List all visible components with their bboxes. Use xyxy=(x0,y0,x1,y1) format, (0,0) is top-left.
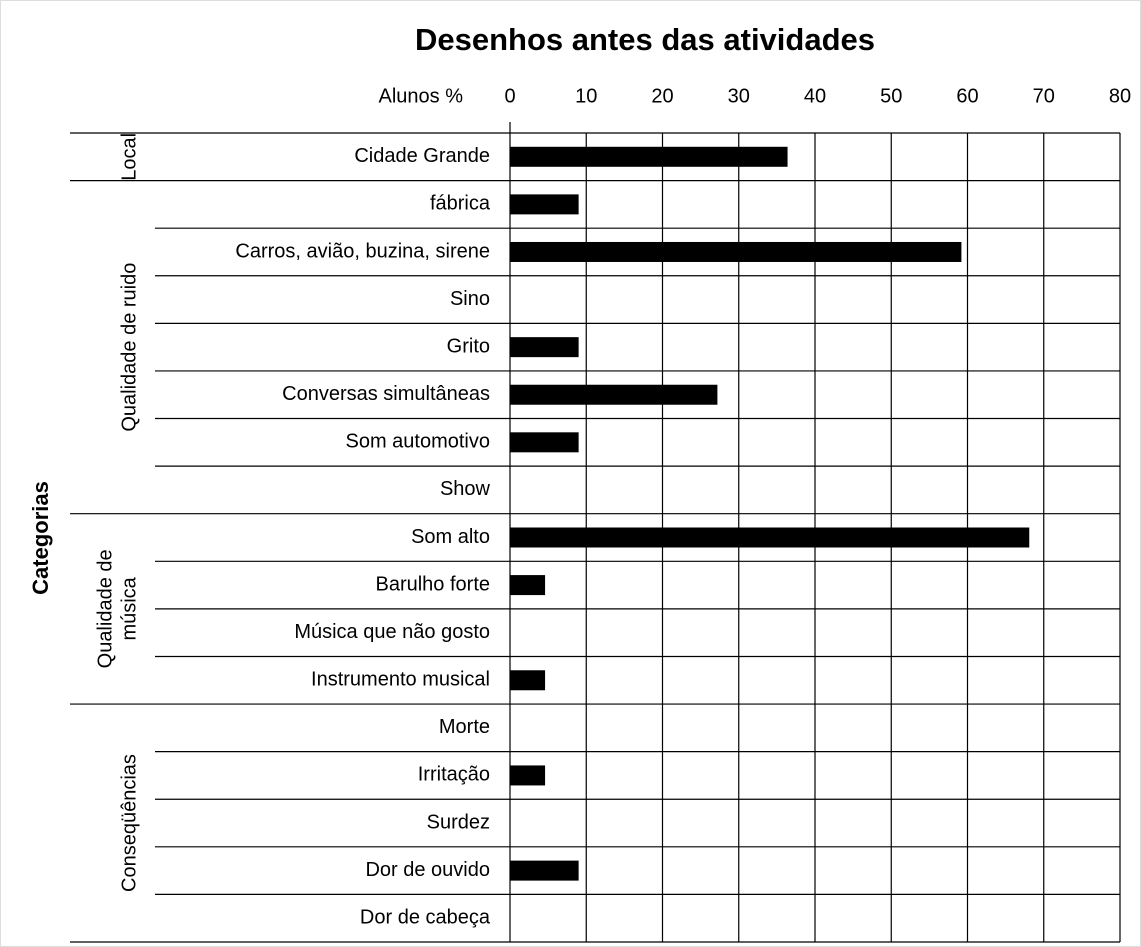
group-label: Conseqüências xyxy=(118,754,140,892)
x-tick-label: 0 xyxy=(504,85,515,107)
category-label: Conversas simultâneas xyxy=(282,383,490,405)
x-tick-label: 60 xyxy=(956,85,978,107)
category-label: Grito xyxy=(447,335,490,357)
bar xyxy=(510,860,579,881)
category-label: Cidade Grande xyxy=(354,145,490,167)
x-tick-label: 30 xyxy=(728,85,750,107)
x-tick-label: 10 xyxy=(575,85,597,107)
bar xyxy=(510,575,546,596)
bar xyxy=(510,337,579,358)
group-label: música xyxy=(118,576,140,640)
category-label: Som alto xyxy=(411,526,490,548)
x-tick-label: 50 xyxy=(880,85,902,107)
category-label: Dor de ouvido xyxy=(365,859,490,881)
category-label: Barulho forte xyxy=(375,573,490,595)
group-label: Qualidade de xyxy=(94,549,116,668)
y-axis-label: Categorias xyxy=(28,481,53,595)
category-label: Música que não gosto xyxy=(294,621,490,643)
chart-title: Desenhos antes das atividades xyxy=(415,22,875,57)
x-axis-label: Alunos % xyxy=(379,85,464,107)
category-label: Som automotivo xyxy=(345,431,490,453)
bar xyxy=(510,194,579,215)
x-tick-label: 20 xyxy=(651,85,673,107)
bar xyxy=(510,384,718,405)
bar xyxy=(510,146,788,167)
category-label: fábrica xyxy=(430,193,491,215)
category-label: Dor de cabeça xyxy=(360,906,491,928)
category-label: Sino xyxy=(450,288,490,310)
group-label: Local xyxy=(118,133,140,181)
group-label: Qualidade de ruido xyxy=(118,263,140,432)
category-label: Morte xyxy=(439,716,490,738)
category-label: Carros, avião, buzina, sirene xyxy=(235,240,490,262)
category-label: Instrumento musical xyxy=(311,669,490,691)
x-tick-label: 80 xyxy=(1109,85,1131,107)
category-label: Irritação xyxy=(418,764,490,786)
category-label: Surdez xyxy=(427,811,490,833)
category-label: Show xyxy=(440,478,491,500)
x-tick-label: 70 xyxy=(1033,85,1055,107)
bar xyxy=(510,241,962,262)
bar xyxy=(510,765,546,786)
bar xyxy=(510,527,1030,548)
bar xyxy=(510,432,579,453)
bar xyxy=(510,670,546,691)
x-tick-label: 40 xyxy=(804,85,826,107)
